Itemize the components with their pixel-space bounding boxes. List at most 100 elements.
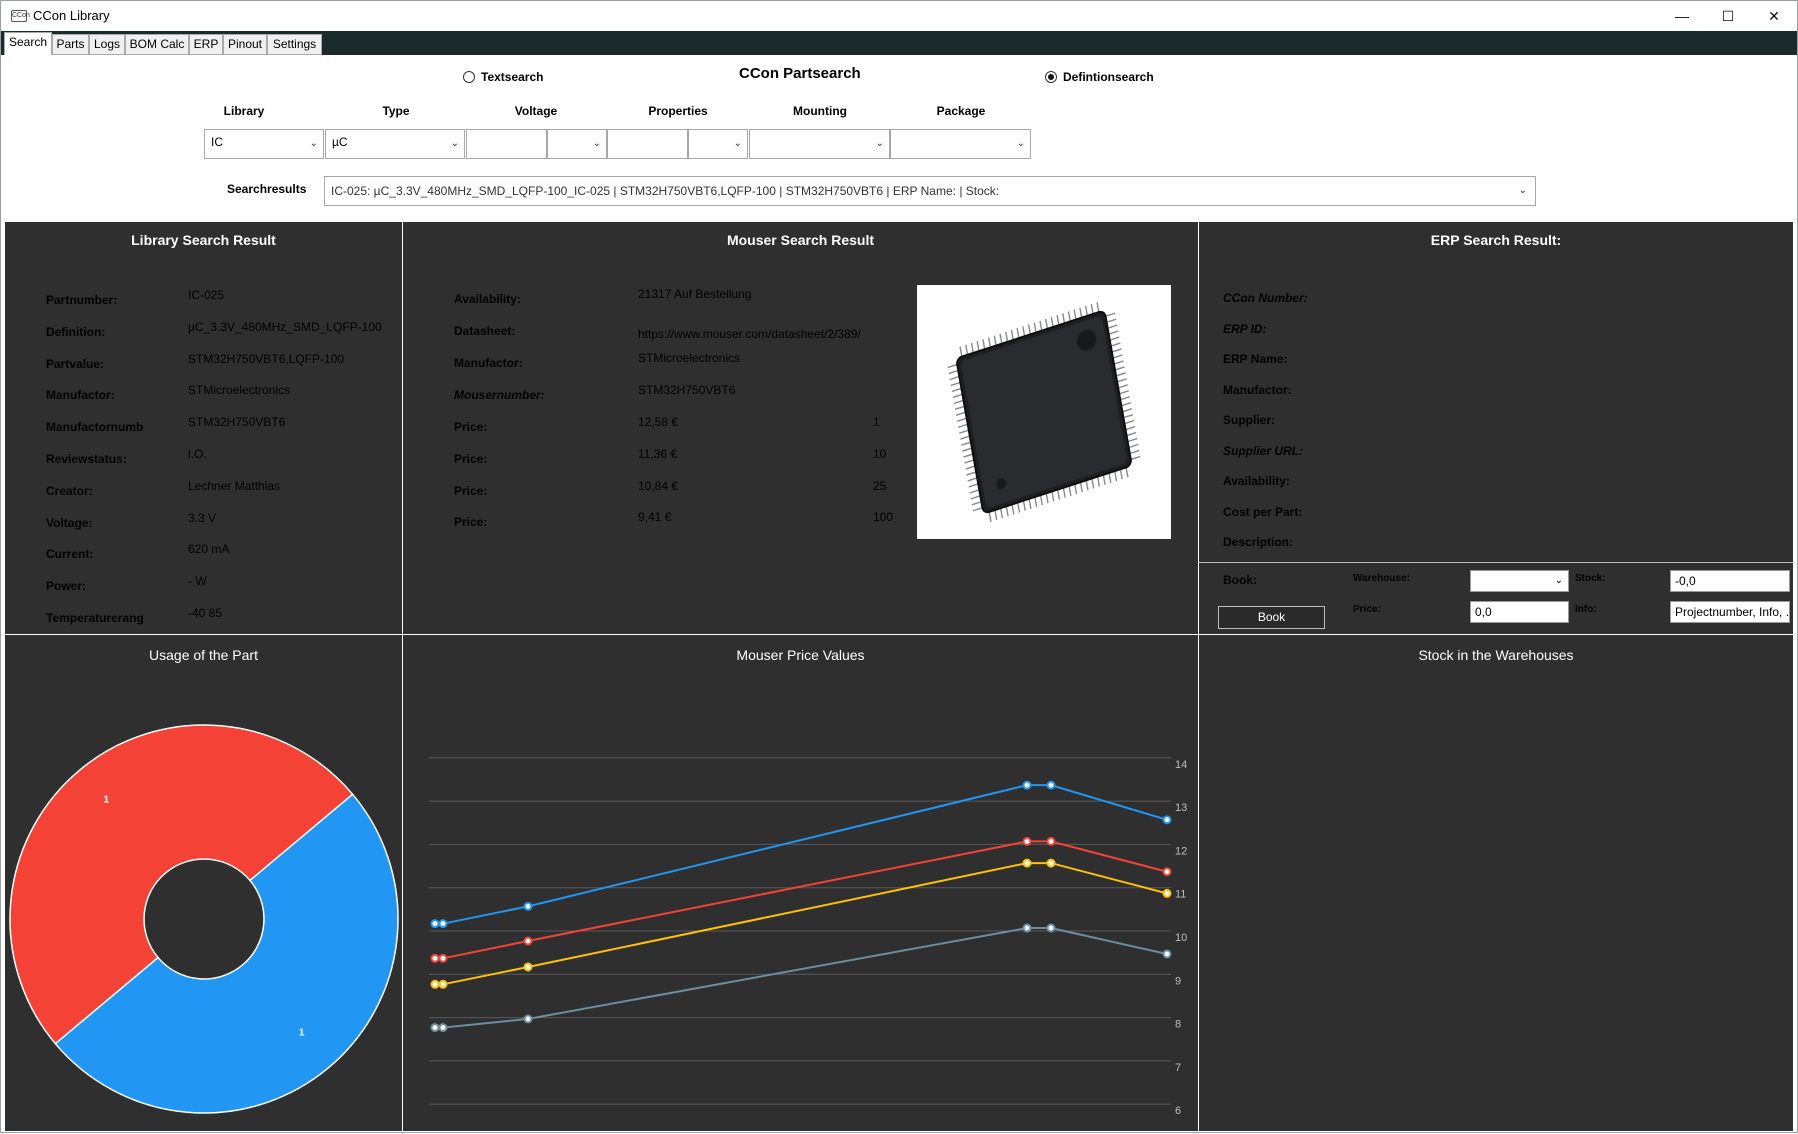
series-point bbox=[438, 1023, 448, 1033]
chevron-down-icon: ⌄ bbox=[592, 138, 601, 149]
price-input[interactable]: 0,0 bbox=[1470, 601, 1569, 623]
series-point bbox=[1022, 858, 1032, 868]
series-point bbox=[430, 919, 440, 929]
package-select[interactable]: ⌄ bbox=[890, 129, 1031, 159]
searchresults-label: Searchresults bbox=[227, 182, 307, 196]
searchresults-select[interactable]: IC-025: µC_3.3V_480MHz_SMD_LQFP-100_IC-0… bbox=[324, 176, 1536, 206]
erp-result-title: ERP Search Result: bbox=[1430, 232, 1562, 248]
y-tick-label: 7 bbox=[1175, 1062, 1181, 1074]
stock-input[interactable]: -0,0 bbox=[1670, 570, 1790, 592]
series-line bbox=[435, 840, 1168, 960]
tab-settings[interactable]: Settings bbox=[267, 34, 322, 55]
voltage-unit-select[interactable]: ⌄ bbox=[547, 129, 607, 159]
y-tick-label: 6 bbox=[1175, 1105, 1181, 1117]
radio-on-icon bbox=[1045, 71, 1057, 83]
properties-input[interactable] bbox=[607, 129, 688, 159]
definitionsearch-radio[interactable]: Defintionsearch bbox=[1045, 70, 1154, 84]
series-point bbox=[523, 936, 533, 946]
properties-unit-select[interactable]: ⌄ bbox=[688, 129, 748, 159]
price-row-qty: 10 bbox=[873, 446, 887, 461]
series-point bbox=[1046, 923, 1056, 933]
tab-pinout[interactable]: Pinout bbox=[223, 34, 267, 55]
series-point bbox=[1162, 867, 1172, 877]
chevron-down-icon: ⌄ bbox=[733, 138, 742, 149]
tab-search[interactable]: Search bbox=[4, 32, 52, 55]
series-point bbox=[1046, 780, 1056, 790]
library-result-panel: Library Search Result bbox=[5, 222, 402, 634]
app-logo-icon: CCon bbox=[11, 10, 30, 22]
properties-label: Properties bbox=[648, 104, 708, 118]
pie-slice-label: 1 bbox=[104, 795, 110, 806]
series-point bbox=[430, 979, 440, 989]
tab-erp[interactable]: ERP bbox=[189, 34, 223, 55]
info-label: Info: bbox=[1575, 604, 1597, 615]
stock-chart-title: Stock in the Warehouses bbox=[1418, 647, 1574, 663]
tab-bom-calc[interactable]: BOM Calc bbox=[125, 34, 189, 55]
library-value: IC bbox=[211, 135, 223, 149]
erp-field-label: Availability: bbox=[1223, 474, 1290, 488]
tab-parts[interactable]: Parts bbox=[52, 34, 89, 55]
library-select[interactable]: IC ⌄ bbox=[204, 129, 324, 159]
window-title: CCon Library bbox=[33, 8, 110, 23]
book-button[interactable]: Book bbox=[1218, 606, 1325, 629]
close-button[interactable]: ✕ bbox=[1768, 7, 1780, 24]
package-label: Package bbox=[936, 104, 986, 118]
warehouse-select[interactable]: ⌄ bbox=[1470, 570, 1569, 592]
library-field-value: STM32H750VBT6 bbox=[188, 415, 286, 430]
library-field-value: 3.3 V bbox=[188, 510, 217, 525]
price-chart-panel: Mouser Price Values bbox=[403, 635, 1198, 1131]
library-field-value: STMicroelectronics bbox=[188, 383, 291, 398]
textsearch-radio[interactable]: Textsearch bbox=[463, 70, 543, 84]
type-select[interactable]: µC ⌄ bbox=[325, 129, 465, 159]
textsearch-label: Textsearch bbox=[481, 70, 544, 84]
mounting-label: Mounting bbox=[793, 104, 847, 118]
info-value: Projectnumber, Info, ... bbox=[1675, 605, 1790, 619]
series-point bbox=[523, 962, 533, 972]
series-line bbox=[435, 784, 1168, 925]
tab-logs[interactable]: Logs bbox=[89, 34, 125, 55]
stock-chart-panel: Stock in the Warehouses bbox=[1199, 635, 1793, 1131]
erp-field-label: CCon Number: bbox=[1223, 291, 1308, 305]
minimize-button[interactable]: — bbox=[1675, 8, 1689, 24]
availability-label: Availability: bbox=[454, 292, 521, 306]
type-value: µC bbox=[332, 135, 348, 149]
library-field-label: Definition: bbox=[46, 324, 106, 339]
searchresults-value: IC-025: µC_3.3V_480MHz_SMD_LQFP-100_IC-0… bbox=[331, 184, 1000, 198]
mousernumber-label: Mousernumber: bbox=[454, 388, 545, 402]
series-line bbox=[435, 927, 1168, 1029]
chevron-down-icon: ⌄ bbox=[1518, 185, 1527, 196]
erp-field-label: ERP ID: bbox=[1223, 321, 1267, 336]
library-field-label: Manufactornumb bbox=[46, 420, 144, 435]
chevron-down-icon: ⌄ bbox=[309, 138, 318, 149]
type-label: Type bbox=[382, 104, 410, 118]
price-row-qty: 100 bbox=[873, 510, 894, 525]
mounting-select[interactable]: ⌄ bbox=[749, 129, 890, 159]
series-point bbox=[1162, 949, 1172, 959]
chevron-down-icon: ⌄ bbox=[1016, 138, 1025, 149]
voltage-input[interactable] bbox=[466, 129, 547, 159]
price-row-label: Price: bbox=[454, 451, 488, 466]
info-input[interactable]: Projectnumber, Info, ... bbox=[1670, 601, 1790, 623]
pie-slice bbox=[54, 793, 399, 1114]
pie-slice bbox=[9, 724, 354, 1045]
availability-value: 21317 Auf Bestellung bbox=[638, 287, 752, 301]
library-label: Library bbox=[223, 104, 265, 118]
y-tick-label: 8 bbox=[1175, 1019, 1181, 1031]
library-field-value: IC-025 bbox=[188, 288, 225, 302]
series-point bbox=[523, 901, 533, 911]
mousernumber-value: STM32H750VBT6 bbox=[638, 383, 736, 397]
series-point bbox=[430, 953, 440, 963]
price-row-qty: 25 bbox=[873, 478, 887, 493]
y-tick-label: 13 bbox=[1175, 802, 1187, 814]
erp-field-label: Supplier URL: bbox=[1223, 443, 1303, 458]
erp-field-label: Description: bbox=[1223, 535, 1294, 549]
pie-slice-label: 1 bbox=[299, 1027, 305, 1038]
datasheet-link[interactable]: https://www.mouser.com/datasheet/2/389/ bbox=[638, 327, 861, 341]
voltage-label: Voltage bbox=[514, 104, 558, 118]
y-tick-label: 9 bbox=[1175, 975, 1181, 987]
y-tick-label: 14 bbox=[1175, 759, 1187, 771]
datasheet-label: Datasheet: bbox=[454, 324, 516, 338]
maximize-button[interactable]: ☐ bbox=[1721, 7, 1735, 24]
chevron-down-icon: ⌄ bbox=[875, 138, 884, 149]
